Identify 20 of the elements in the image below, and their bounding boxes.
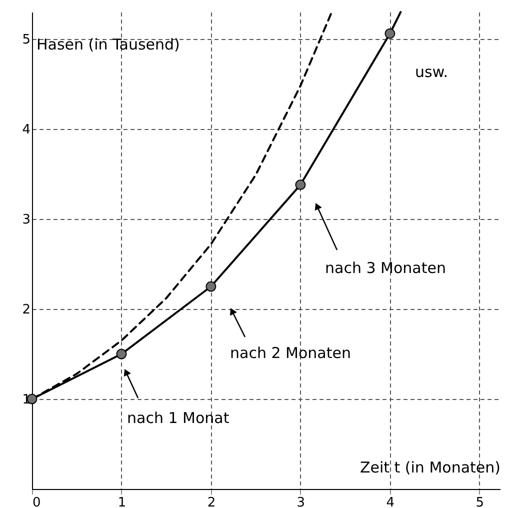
point — [206, 281, 216, 292]
y-tick-label: 3 — [22, 212, 30, 228]
x-axis-title: Zeit t (in Monaten) — [360, 458, 500, 476]
y-tick-label: 4 — [22, 122, 30, 138]
x-tick-label: 5 — [476, 496, 484, 508]
annotation: nach 1 Monat — [127, 409, 230, 427]
x-tick-label: 3 — [296, 496, 306, 508]
annotation: nach 3 Monaten — [325, 259, 446, 277]
point — [384, 28, 396, 39]
y-axis-title: Hasen (in Tausend) — [36, 36, 180, 54]
annotation: nach 2 Monaten — [230, 344, 351, 362]
x-tick-label: 4 — [386, 496, 395, 508]
y-tick-label: 2 — [22, 302, 30, 318]
x-tick-label: 0 — [32, 496, 41, 508]
annotation: usw. — [415, 63, 448, 81]
x-tick-label: 1 — [118, 496, 126, 508]
y-tick-label: 5 — [22, 32, 30, 48]
point — [295, 180, 306, 190]
x-tick-label: 2 — [207, 496, 216, 508]
point — [116, 348, 127, 360]
